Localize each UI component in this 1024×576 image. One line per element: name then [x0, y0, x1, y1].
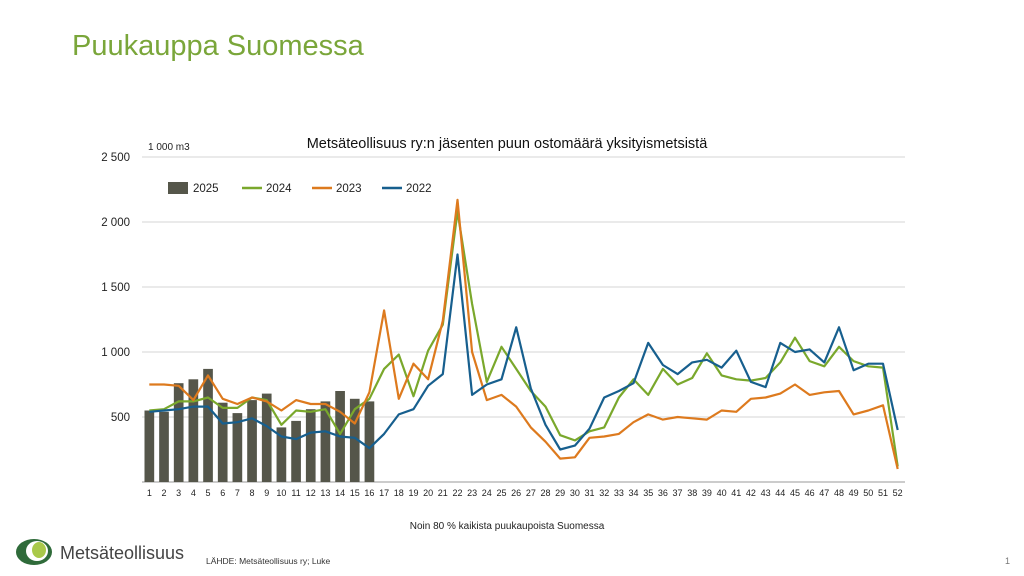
x-tick-label: 36: [658, 488, 668, 498]
x-tick-label: 8: [250, 488, 255, 498]
x-tick-label: 6: [220, 488, 225, 498]
bar-2025: [188, 379, 199, 482]
x-tick-label: 15: [350, 488, 360, 498]
x-tick-label: 32: [599, 488, 609, 498]
x-tick-label: 3: [176, 488, 181, 498]
bar-2025: [305, 409, 316, 482]
bar-2025: [291, 420, 301, 482]
x-tick-label: 35: [643, 488, 653, 498]
x-tick-label: 38: [687, 488, 697, 498]
bar-2025: [247, 400, 257, 482]
metsateollisuus-logo-icon: [16, 539, 52, 565]
y-tick-label: 2 500: [101, 152, 130, 164]
legend-label-2022: 2022: [406, 183, 432, 195]
y-axis-ticks: 500 1 000 1 500 2 000 2 500: [101, 152, 130, 424]
x-tick-label: 1: [147, 488, 152, 498]
x-tick-label: 28: [541, 488, 551, 498]
x-tick-label: 49: [849, 488, 859, 498]
bar-2025: [364, 401, 375, 482]
y-tick-label: 1 000: [101, 347, 130, 359]
bar-2025: [276, 427, 287, 482]
x-tick-label: 24: [482, 488, 492, 498]
series-line-2024: [149, 210, 899, 467]
legend: 2025 2024 2023 2022: [168, 182, 432, 195]
x-tick-label: 47: [819, 488, 829, 498]
x-tick-label: 46: [805, 488, 815, 498]
legend-swatch-2025: [168, 182, 188, 194]
x-tick-label: 41: [731, 488, 741, 498]
x-tick-label: 10: [276, 488, 286, 498]
x-tick-label: 44: [775, 488, 785, 498]
bar-2025: [320, 401, 331, 482]
bar-2025: [217, 402, 228, 482]
x-axis-caption: Noin 80 % kaikista puukaupoista Suomessa: [410, 521, 605, 532]
x-tick-label: 21: [438, 488, 448, 498]
chart-title: Metsäteollisuus ry:n jäsenten puun ostom…: [307, 136, 708, 152]
y-tick-label: 500: [111, 412, 130, 424]
bar-2025: [203, 368, 213, 482]
x-tick-label: 7: [235, 488, 240, 498]
x-tick-label: 34: [629, 488, 639, 498]
bar-2025: [232, 413, 243, 482]
x-tick-label: 23: [467, 488, 477, 498]
x-tick-label: 18: [394, 488, 404, 498]
x-tick-label: 30: [570, 488, 580, 498]
series-line-2022: [149, 253, 899, 451]
x-tick-label: 33: [614, 488, 624, 498]
bar-2025: [261, 393, 272, 482]
page-number: 1: [1004, 556, 1010, 566]
x-tick-label: 25: [496, 488, 506, 498]
x-tick-label: 51: [878, 488, 888, 498]
x-tick-label: 11: [291, 488, 300, 498]
slide-title: Puukauppa Suomessa: [72, 30, 364, 62]
bar-2025: [144, 410, 155, 482]
x-tick-label: 22: [452, 488, 462, 498]
legend-label-2023: 2023: [336, 183, 362, 195]
x-tick-label: 52: [893, 488, 903, 498]
x-tick-label: 20: [423, 488, 433, 498]
source-note: LÄHDE: Metsäteollisuus ry; Luke: [206, 556, 331, 566]
x-axis-ticks: 1 2 3 4 5 6 7 8 9 10 11 12 13 14 15 16 17 18 19 20 21 22 23 24 2…: [147, 488, 903, 498]
bar-2025: [173, 383, 184, 482]
bar-2025: [159, 411, 169, 482]
x-tick-label: 40: [717, 488, 727, 498]
x-tick-label: 12: [306, 488, 316, 498]
x-tick-label: 37: [673, 488, 683, 498]
legend-label-2025: 2025: [193, 183, 219, 195]
x-tick-label: 50: [863, 488, 873, 498]
x-tick-label: 13: [320, 488, 330, 498]
x-tick-label: 48: [834, 488, 844, 498]
x-tick-label: 43: [761, 488, 771, 498]
y-unit-label: 1 000 m3: [148, 142, 190, 153]
x-tick-label: 4: [191, 488, 196, 498]
x-tick-label: 39: [702, 488, 712, 498]
bar-2025: [349, 398, 360, 482]
x-tick-label: 45: [790, 488, 800, 498]
x-tick-label: 29: [555, 488, 565, 498]
legend-label-2024: 2024: [266, 183, 292, 195]
x-tick-label: 42: [746, 488, 756, 498]
x-tick-label: 14: [335, 488, 345, 498]
line-series: [149, 198, 899, 470]
y-tick-label: 2 000: [101, 217, 130, 229]
series-line-2023: [149, 198, 899, 470]
x-tick-label: 5: [206, 488, 211, 498]
x-tick-label: 2: [162, 488, 167, 498]
x-tick-label: 26: [511, 488, 521, 498]
x-tick-label: 17: [379, 488, 389, 498]
x-tick-label: 9: [264, 488, 269, 498]
x-tick-label: 19: [408, 488, 418, 498]
x-tick-label: 31: [585, 488, 595, 498]
x-tick-label: 27: [526, 488, 536, 498]
x-tick-label: 16: [364, 488, 374, 498]
y-tick-label: 1 500: [101, 282, 130, 294]
brand-name: Metsäteollisuus: [60, 543, 185, 563]
